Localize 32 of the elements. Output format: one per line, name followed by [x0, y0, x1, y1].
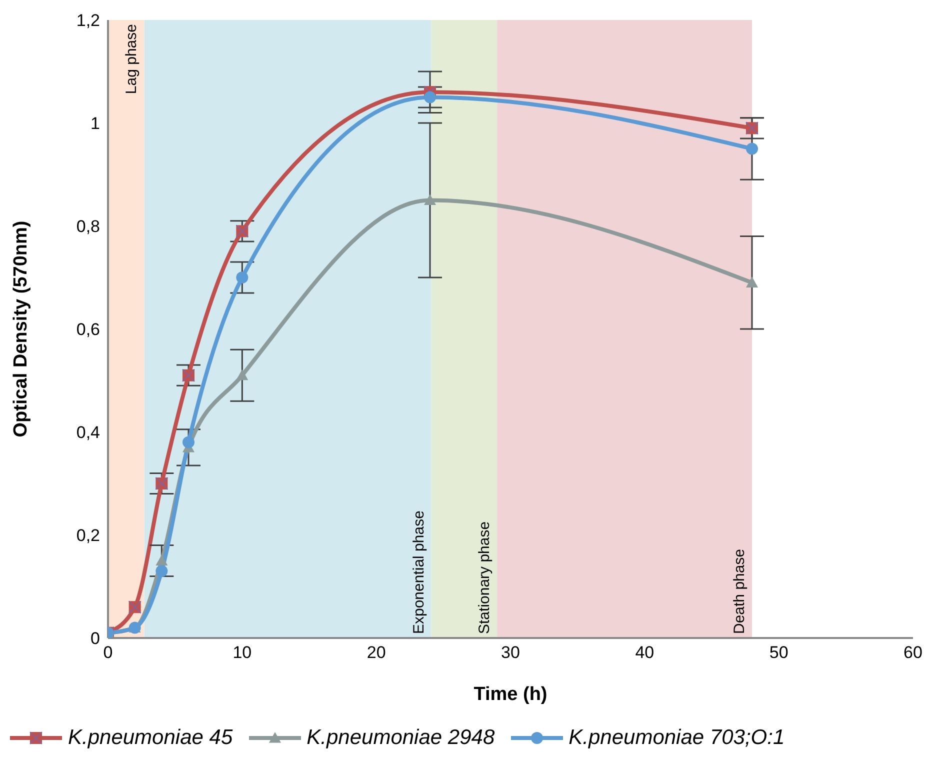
legend-label: K.pneumoniae 703;O:1 [568, 726, 785, 750]
legend-label: K.pneumoniae 45 [68, 726, 233, 750]
y-tick-label: 0,8 [76, 217, 100, 236]
y-tick-label: 1 [90, 114, 100, 134]
x-tick-label: 50 [769, 643, 788, 662]
y-tick-label: 1,2 [76, 11, 100, 30]
point [156, 554, 168, 566]
point [236, 369, 248, 380]
y-tick-label: 0,6 [76, 320, 100, 340]
x-tick-label: 60 [904, 643, 922, 662]
band-label: Death phase [731, 548, 748, 634]
y-tick-label: 0,4 [76, 423, 100, 442]
point [236, 272, 248, 284]
x-tick-label: 40 [635, 643, 654, 662]
x-tick-label: 10 [232, 643, 252, 662]
legend-label: K.pneumoniae 2948 [306, 726, 495, 750]
y-tick-label: 0,2 [76, 526, 100, 546]
x-tick-label: 20 [366, 643, 386, 662]
band-label: Lag phase [123, 24, 140, 94]
point [182, 436, 194, 448]
band-label: Exponential phase [410, 510, 428, 634]
point [746, 276, 758, 288]
x-tick-label: 0 [103, 643, 113, 662]
y-axis-title: Optical Density (570nm) [10, 220, 32, 438]
band-label: Stationary phase [476, 521, 494, 634]
x-axis-title: Time (h) [474, 684, 548, 705]
point [424, 91, 436, 104]
point [156, 565, 168, 578]
y-tick-label: 0 [90, 629, 100, 648]
point [424, 194, 436, 206]
x-tick-label: 30 [501, 643, 520, 662]
point [746, 142, 758, 155]
